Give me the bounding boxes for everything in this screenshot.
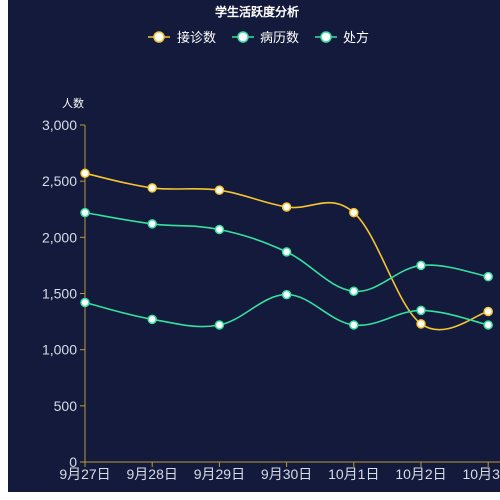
data-point[interactable] <box>80 207 90 218</box>
y-tick-label: 2,000 <box>42 229 77 245</box>
y-tick-label: 500 <box>54 398 78 414</box>
legend-marker <box>153 31 165 43</box>
data-point[interactable] <box>416 319 426 329</box>
x-tick-label: 10月1日 <box>328 466 379 482</box>
data-point[interactable] <box>483 271 493 282</box>
data-point[interactable] <box>281 289 292 300</box>
legend: 接诊数 病历数 处方 <box>148 30 369 46</box>
data-point[interactable] <box>281 202 292 212</box>
data-point[interactable] <box>147 314 157 325</box>
data-point[interactable] <box>483 306 493 317</box>
chart-title: 学生活跃度分析 <box>215 4 299 19</box>
data-point[interactable] <box>483 320 493 330</box>
legend-item-0[interactable]: 接诊数 <box>148 30 216 46</box>
x-tick-label: 9月28日 <box>127 466 178 482</box>
data-point[interactable] <box>80 168 90 179</box>
series-layer <box>80 168 493 331</box>
data-point[interactable] <box>214 185 225 195</box>
data-point[interactable] <box>349 286 359 297</box>
x-tick-label: 9月27日 <box>59 466 110 482</box>
data-point[interactable] <box>214 224 225 235</box>
data-point[interactable] <box>416 305 426 316</box>
data-point[interactable] <box>281 247 292 257</box>
axes: 0 500 1,000 1,500 2,000 2,500 3,000 9月27日 9月28日 9… <box>42 117 500 482</box>
legend-label: 病历数 <box>260 31 299 46</box>
x-tick-label: 10月3日 <box>463 466 500 482</box>
y-tick-label: 1,500 <box>42 286 77 302</box>
data-point[interactable] <box>147 219 157 229</box>
y-tick-label: 1,000 <box>42 342 77 358</box>
x-tick-label: 9月29日 <box>194 466 245 482</box>
data-point[interactable] <box>80 297 90 308</box>
data-point[interactable] <box>349 207 359 218</box>
data-point[interactable] <box>147 183 157 193</box>
x-tick-label: 10月2日 <box>395 466 446 482</box>
legend-item-2[interactable]: 处方 <box>315 30 369 46</box>
legend-marker <box>320 31 332 43</box>
series-line-2 <box>84 293 489 328</box>
chart-panel <box>8 0 500 492</box>
legend-label: 接诊数 <box>177 30 216 46</box>
y-tick-label: 0 <box>69 454 77 470</box>
legend-label: 处方 <box>343 30 369 46</box>
data-point[interactable] <box>416 260 426 271</box>
x-tick-label: 9月30日 <box>261 466 312 482</box>
data-point[interactable] <box>349 320 359 330</box>
data-point[interactable] <box>214 320 225 330</box>
y-tick-label: 2,500 <box>42 173 77 189</box>
legend-item-1[interactable]: 病历数 <box>232 31 299 46</box>
legend-marker <box>237 31 249 43</box>
y-tick-label: 3,000 <box>42 117 77 133</box>
y-axis-label: 人数 <box>62 97 84 110</box>
